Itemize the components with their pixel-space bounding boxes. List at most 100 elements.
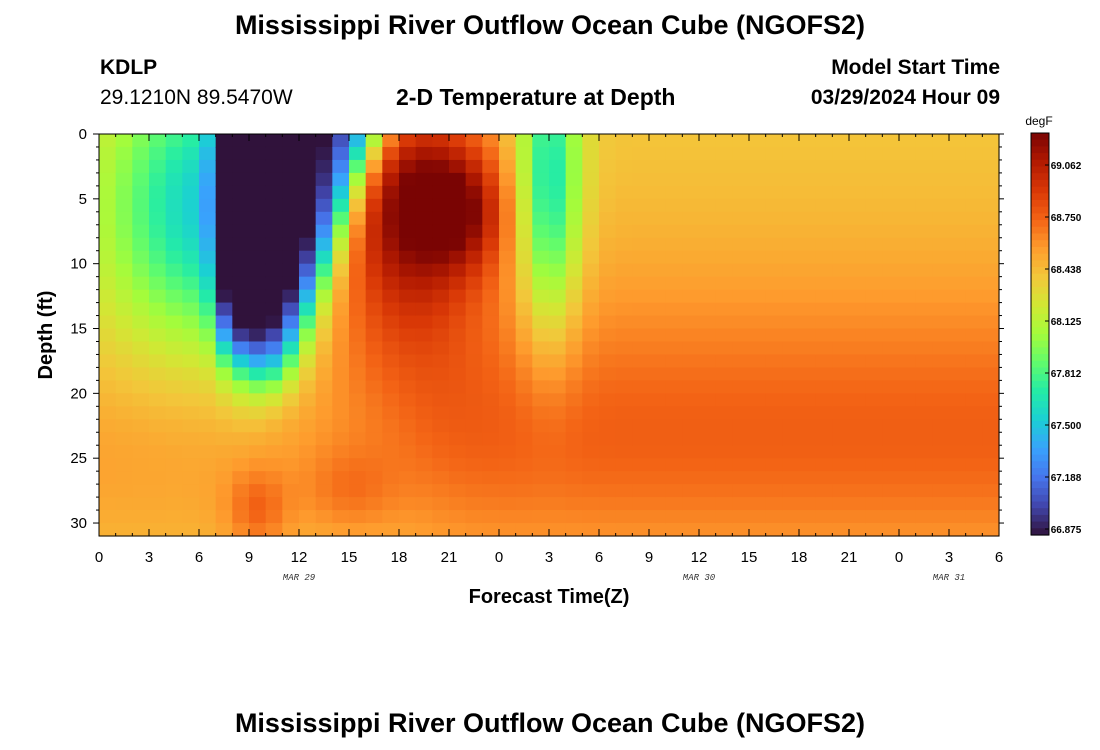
heatmap-cell (299, 185, 317, 200)
colorbar-tick-label: 67.812 (1051, 369, 1082, 380)
heatmap-cell (732, 328, 750, 343)
heatmap-cell (799, 224, 817, 239)
heatmap-cell (182, 354, 200, 369)
heatmap-cell (299, 445, 317, 459)
heatmap-cell (432, 341, 450, 356)
heatmap-cell (799, 159, 817, 174)
heatmap-cell (399, 393, 417, 407)
heatmap-cell (165, 393, 183, 407)
heatmap-cell (582, 198, 600, 213)
heatmap-cell (332, 367, 350, 381)
heatmap-cell (382, 458, 400, 472)
heatmap-cell (182, 276, 200, 291)
heatmap-cell (782, 406, 800, 420)
heatmap-cell (949, 198, 967, 213)
heatmap-cell (599, 328, 617, 343)
heatmap-cell (615, 185, 633, 200)
heatmap-cell (382, 432, 400, 446)
heatmap-cell (682, 497, 700, 511)
heatmap-cell (215, 419, 233, 433)
heatmap-cell (749, 146, 767, 161)
heatmap-cell (649, 406, 667, 420)
heatmap-cell (899, 471, 917, 485)
heatmap-cell (349, 419, 367, 433)
colorbar-segment (1031, 327, 1049, 335)
heatmap-cell (432, 134, 450, 148)
heatmap-cell (115, 289, 133, 304)
heatmap-cell (215, 250, 233, 265)
heatmap-cell (99, 224, 117, 239)
heatmap-cell (749, 289, 767, 304)
heatmap-cell (315, 134, 333, 148)
heatmap-cell (832, 198, 850, 213)
heatmap-cell (965, 250, 983, 265)
heatmap-cell (465, 406, 483, 420)
heatmap-cell (215, 146, 233, 161)
heatmap-cell (982, 302, 1000, 317)
heatmap-cell (115, 198, 133, 213)
heatmap-cell (232, 159, 250, 174)
heatmap-cell (315, 510, 333, 524)
heatmap-cell (265, 432, 283, 446)
heatmap-cell (599, 458, 617, 472)
heatmap-cell (549, 315, 567, 330)
heatmap-cell (349, 224, 367, 239)
heatmap-cell (299, 471, 317, 485)
heatmap-cell (165, 367, 183, 381)
heatmap-cell (749, 328, 767, 343)
heatmap-cell (182, 237, 200, 252)
heatmap-cell (349, 237, 367, 252)
heatmap-cell (715, 484, 733, 498)
heatmap-cell (365, 432, 383, 446)
heatmap-cell (132, 185, 150, 200)
heatmap-cell (165, 211, 183, 226)
heatmap-cell (982, 497, 1000, 511)
heatmap-cell (649, 484, 667, 498)
heatmap-cell (915, 315, 933, 330)
heatmap-cell (949, 367, 967, 381)
heatmap-cell (799, 406, 817, 420)
heatmap-cell (532, 250, 550, 265)
heatmap-cell (815, 523, 833, 537)
heatmap-cell (765, 159, 783, 174)
heatmap-cell (932, 367, 950, 381)
heatmap-cell (215, 432, 233, 446)
heatmap-cell (682, 367, 700, 381)
heatmap-cell (915, 523, 933, 537)
colorbar-segment (1031, 481, 1049, 489)
heatmap-cell (199, 432, 217, 446)
heatmap-cell (765, 328, 783, 343)
heatmap-cell (515, 510, 533, 524)
heatmap-cell (782, 302, 800, 317)
heatmap-cell (865, 315, 883, 330)
heatmap-cell (815, 445, 833, 459)
heatmap-cell (632, 458, 650, 472)
heatmap-cell (732, 211, 750, 226)
heatmap-cell (899, 185, 917, 200)
heatmap-cell (665, 354, 683, 369)
heatmap-cell (532, 198, 550, 213)
heatmap-cell (915, 159, 933, 174)
heatmap-cell (715, 302, 733, 317)
heatmap-cell (682, 458, 700, 472)
heatmap-cell (665, 432, 683, 446)
heatmap-cell (232, 406, 250, 420)
heatmap-cell (782, 289, 800, 304)
heatmap-cell (399, 159, 417, 174)
heatmap-cell (465, 263, 483, 278)
heatmap-cell (632, 159, 650, 174)
heatmap-cell (665, 328, 683, 343)
colorbar-segment (1031, 200, 1049, 208)
heatmap-cell (199, 224, 217, 239)
heatmap-cell (232, 134, 250, 148)
main-title: Mississippi River Outflow Ocean Cube (NG… (234, 10, 866, 40)
heatmap-cell (849, 159, 867, 174)
heatmap-cell (749, 172, 767, 187)
heatmap-cell (299, 315, 317, 330)
heatmap-cell (549, 458, 567, 472)
heatmap-cell (949, 211, 967, 226)
heatmap-cell (715, 211, 733, 226)
heatmap-cell (749, 211, 767, 226)
heatmap-cell (632, 328, 650, 343)
